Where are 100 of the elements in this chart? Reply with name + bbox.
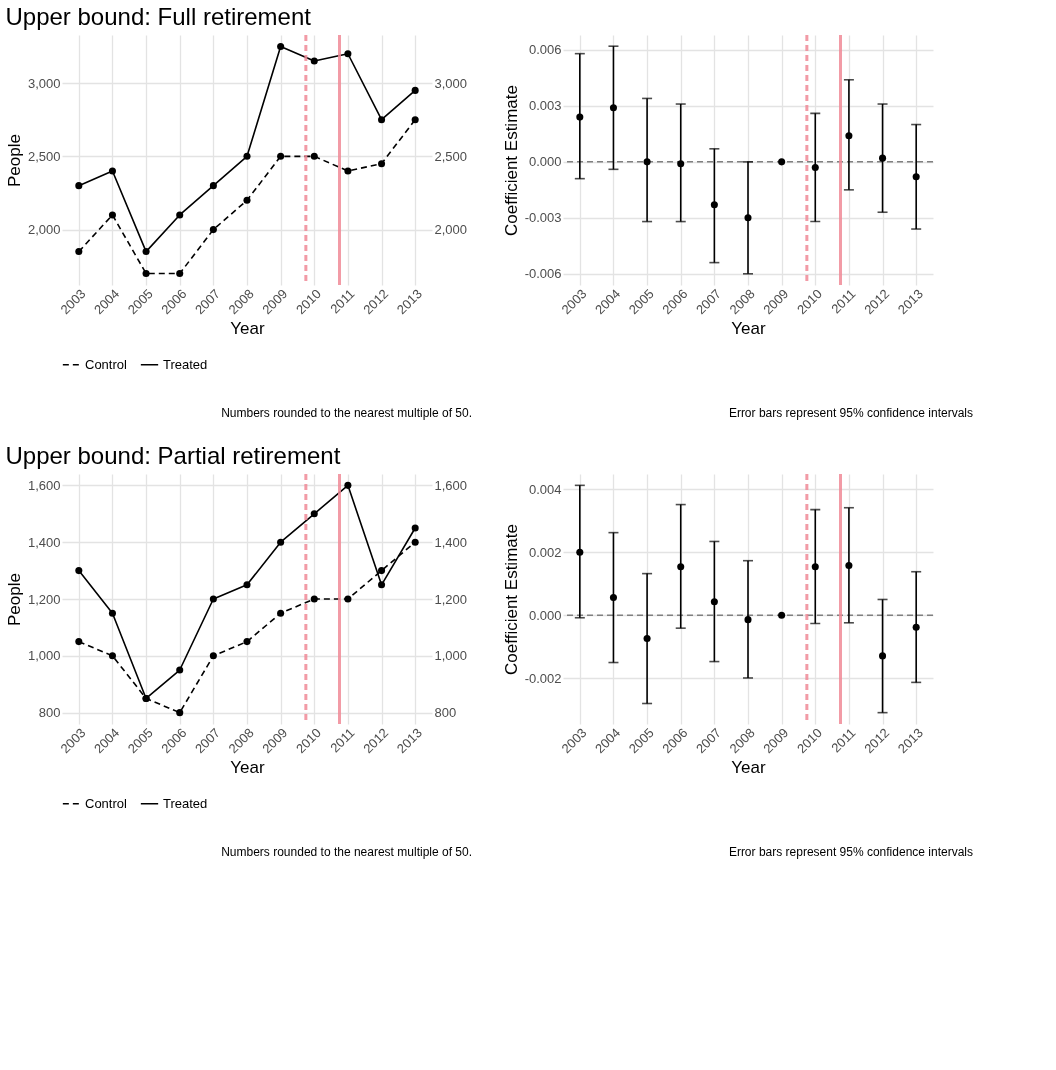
y-tick-label: 0.000 — [528, 607, 562, 623]
y-tick-label: 0.004 — [528, 481, 562, 497]
point — [576, 548, 584, 556]
text: Error bars represent 95% confidence intervals — [728, 845, 973, 859]
y2-tick-label: 2,000 — [434, 222, 468, 238]
y2-tick-label: 1,000 — [434, 648, 468, 664]
point — [344, 167, 352, 175]
point — [744, 214, 752, 222]
point — [378, 567, 386, 575]
y-tick-label: -0.002 — [524, 670, 562, 686]
point — [75, 638, 83, 646]
y-tick-label: 800 — [38, 705, 61, 721]
point — [209, 652, 217, 660]
point — [643, 158, 651, 166]
text: Error bars represent 95% confidence intervals — [728, 406, 973, 420]
text: Numbers rounded to the nearest multiple of 50. — [221, 406, 472, 420]
point — [209, 226, 217, 234]
point — [411, 86, 419, 94]
point — [176, 709, 184, 717]
point — [778, 158, 786, 166]
point — [243, 638, 251, 646]
point — [310, 595, 318, 603]
x-axis-title: Year — [731, 758, 767, 778]
y-tick-label: 0.006 — [528, 42, 562, 58]
point — [879, 154, 887, 162]
y2-tick-label: 1,400 — [434, 534, 468, 550]
y-tick-label: 2,000 — [27, 222, 61, 238]
point — [277, 609, 285, 617]
y-tick-label: 3,000 — [27, 75, 61, 91]
point — [677, 160, 685, 168]
point — [277, 42, 285, 50]
point — [411, 538, 419, 546]
point — [609, 594, 617, 602]
point — [108, 652, 116, 660]
y2-tick-label: 1,200 — [434, 591, 468, 607]
point — [310, 152, 318, 160]
point — [142, 270, 150, 278]
y-tick-label: 2,500 — [27, 148, 61, 164]
point — [845, 561, 853, 569]
point — [310, 57, 318, 65]
y-tick-label: -0.006 — [524, 266, 562, 282]
y-axis-title: Coefficient Estimate — [501, 85, 521, 236]
point — [243, 581, 251, 589]
y-tick-label: 0.002 — [528, 544, 562, 560]
point — [677, 563, 685, 571]
point — [209, 595, 217, 603]
y-tick-label: 1,600 — [27, 477, 61, 493]
point — [108, 211, 116, 219]
point — [576, 113, 584, 121]
point — [411, 524, 419, 532]
point — [108, 167, 116, 175]
y-axis-title: People — [4, 573, 24, 626]
x-axis-title: Year — [230, 319, 266, 339]
point — [811, 163, 819, 171]
point — [75, 182, 83, 190]
point — [75, 248, 83, 256]
point — [209, 182, 217, 190]
point — [243, 152, 251, 160]
point — [643, 635, 651, 643]
y-axis-title: People — [4, 134, 24, 187]
point — [108, 609, 116, 617]
point — [176, 666, 184, 674]
y-axis-title: Coefficient Estimate — [501, 524, 521, 675]
point — [75, 567, 83, 575]
point — [176, 270, 184, 278]
legend-label: Control — [85, 356, 128, 372]
point — [243, 196, 251, 204]
point — [912, 623, 920, 631]
y-tick-label: 0.003 — [528, 98, 562, 114]
text: Numbers rounded to the nearest multiple of 50. — [221, 845, 472, 859]
y2-tick-label: 1,600 — [434, 477, 468, 493]
x-axis-title: Year — [230, 758, 266, 778]
y-tick-label: -0.003 — [524, 210, 562, 226]
point — [912, 173, 920, 181]
legend-label: Treated — [163, 356, 208, 372]
chart-title: Upper bound: Partial retirement — [5, 441, 341, 469]
point — [411, 116, 419, 124]
point — [744, 616, 752, 624]
point — [811, 563, 819, 571]
point — [710, 598, 718, 606]
y-tick-label: 1,400 — [27, 534, 61, 550]
point — [778, 611, 786, 619]
point — [277, 152, 285, 160]
point — [845, 132, 853, 140]
legend-label: Control — [85, 795, 128, 811]
legend-label: Treated — [163, 795, 208, 811]
point — [344, 481, 352, 489]
point — [378, 160, 386, 168]
y2-tick-label: 3,000 — [434, 75, 468, 91]
chart-title: Upper bound: Full retirement — [5, 2, 312, 30]
point — [378, 581, 386, 589]
point — [879, 652, 887, 660]
point — [344, 595, 352, 603]
y-tick-label: 1,000 — [27, 648, 61, 664]
x-axis-title: Year — [731, 319, 767, 339]
point — [609, 104, 617, 112]
y2-tick-label: 2,500 — [434, 148, 468, 164]
y-tick-label: 0.000 — [528, 154, 562, 170]
point — [277, 538, 285, 546]
y-tick-label: 1,200 — [27, 591, 61, 607]
